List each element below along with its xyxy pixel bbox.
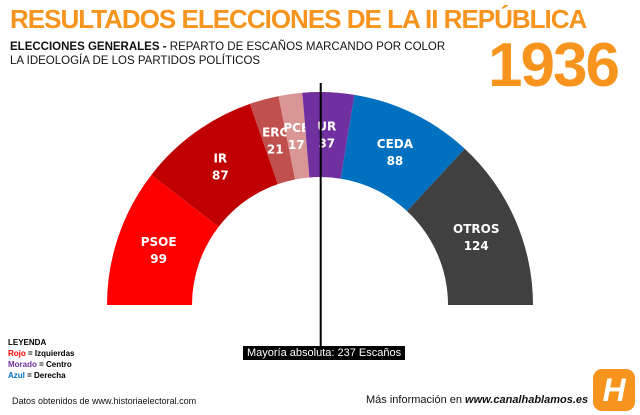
legend-color-word: Azul <box>8 371 25 380</box>
segment-value-label: 17 <box>288 138 305 152</box>
seat-segment-ir <box>151 103 278 227</box>
subtitle-bold: ELECCIONES GENERALES - <box>10 41 167 53</box>
segment-value-label: 124 <box>464 239 489 253</box>
seat-segment-psoe <box>107 174 219 305</box>
segment-name-label: PCE <box>283 121 309 135</box>
more-info-prefix: Más información en <box>366 394 466 406</box>
segment-value-label: 99 <box>150 252 167 266</box>
seat-segment-ur <box>302 92 355 179</box>
segment-value-label: 87 <box>212 169 229 183</box>
segment-name-label: OTROS <box>453 222 499 236</box>
seat-segment-otros <box>406 148 533 305</box>
more-info-link[interactable]: www.canalhablamos.es <box>465 394 589 406</box>
segment-value-label: 37 <box>318 137 335 151</box>
legend-title: LEYENDA <box>8 338 47 347</box>
legend-item-center: Morado = Centro <box>8 359 74 370</box>
segment-name-label: IR <box>213 152 227 166</box>
subtitle: ELECCIONES GENERALES - REPARTO DE ESCAÑO… <box>10 40 450 68</box>
segment-name-label: UR <box>317 120 336 134</box>
seat-segment-erc <box>249 96 296 185</box>
segment-name-label: PSOE <box>141 235 177 249</box>
legend-meaning: = Derecha <box>24 371 66 380</box>
segment-value-label: 21 <box>267 142 284 156</box>
page-title: RESULTADOS ELECCIONES DE LA II REPÚBLICA <box>10 4 587 34</box>
legend: LEYENDA Rojo = Izquierdas Morado = Centr… <box>8 337 74 381</box>
year: 1936 <box>488 31 620 100</box>
segment-value-label: 88 <box>387 154 404 168</box>
legend-meaning: = Izquierdas <box>25 349 75 358</box>
hablamos-logo: H <box>593 369 635 411</box>
data-source: Datos obtenidos de www.historiaelectoral… <box>12 396 197 406</box>
more-info: Más información en www.canalhablamos.es <box>366 394 588 406</box>
seat-segment-ceda <box>340 94 465 212</box>
segment-name-label: ERC <box>262 125 288 139</box>
legend-item-left: Rojo = Izquierdas <box>8 348 74 359</box>
legend-item-right: Azul = Derecha <box>8 370 74 381</box>
seat-segment-pce <box>278 92 310 180</box>
segment-name-label: CEDA <box>377 137 414 151</box>
legend-meaning: = Centro <box>36 360 72 369</box>
legend-color-word: Rojo <box>8 349 26 358</box>
legend-color-word: Morado <box>8 360 37 369</box>
subtitle-text: REPARTO DE ESCAÑOS MARCANDO POR COLOR LA… <box>10 41 446 67</box>
majority-label: Mayoría absoluta: 237 Escaños <box>243 346 406 360</box>
